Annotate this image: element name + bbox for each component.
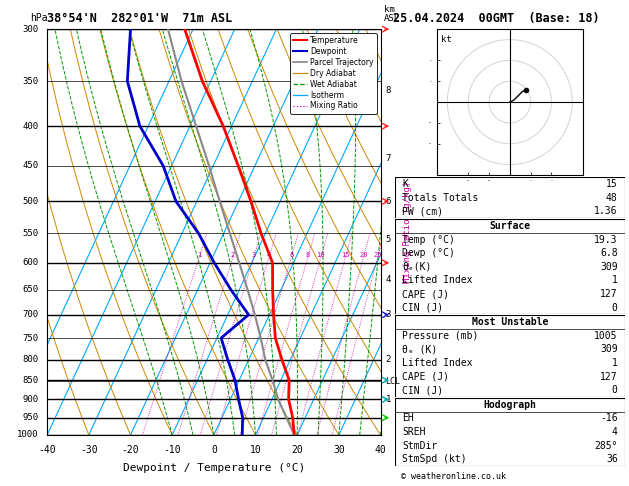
Text: 0: 0 [612,303,618,312]
Text: Temp (°C): Temp (°C) [402,235,455,244]
Text: Pressure (mb): Pressure (mb) [402,331,478,341]
Text: 30: 30 [333,445,345,455]
Text: Surface: Surface [489,221,530,231]
Text: 20: 20 [359,252,367,258]
Text: 48: 48 [606,193,618,203]
Text: Lifted Index: Lifted Index [402,276,472,285]
Text: 7: 7 [386,154,391,163]
Text: 10: 10 [316,252,325,258]
Text: 309: 309 [600,345,618,354]
Text: 6: 6 [386,197,391,206]
Text: © weatheronline.co.uk: © weatheronline.co.uk [401,472,506,481]
Text: 1000: 1000 [18,431,39,439]
Text: 300: 300 [23,25,39,34]
Text: Dewp (°C): Dewp (°C) [402,248,455,258]
Text: EH: EH [402,414,414,423]
Text: 4: 4 [386,275,391,284]
Text: 1: 1 [197,252,201,258]
Text: 15: 15 [341,252,350,258]
Text: CAPE (J): CAPE (J) [402,372,449,382]
Text: 285°: 285° [594,441,618,451]
Text: 800: 800 [23,355,39,364]
Text: 127: 127 [600,289,618,299]
Text: CAPE (J): CAPE (J) [402,289,449,299]
Text: 1: 1 [612,276,618,285]
Text: kt: kt [441,35,452,44]
Legend: Temperature, Dewpoint, Parcel Trajectory, Dry Adiabat, Wet Adiabat, Isotherm, Mi: Temperature, Dewpoint, Parcel Trajectory… [291,33,377,114]
Text: 8: 8 [386,86,391,95]
Text: 3: 3 [252,252,255,258]
Text: 2: 2 [386,355,391,364]
Text: LCL: LCL [386,377,401,386]
Text: 750: 750 [23,333,39,343]
Text: 15: 15 [606,179,618,189]
Text: 0: 0 [211,445,217,455]
Text: 550: 550 [23,229,39,238]
Text: 850: 850 [23,376,39,385]
Text: 25: 25 [374,252,382,258]
Text: K: K [402,179,408,189]
Text: 0: 0 [612,385,618,395]
Text: 1005: 1005 [594,331,618,341]
Text: StmSpd (kt): StmSpd (kt) [402,454,467,464]
Text: -30: -30 [80,445,97,455]
Text: CIN (J): CIN (J) [402,385,443,395]
Text: Most Unstable: Most Unstable [472,317,548,327]
Text: 5: 5 [386,235,391,244]
Text: 350: 350 [23,77,39,86]
Text: Lifted Index: Lifted Index [402,358,472,368]
Text: 20: 20 [291,445,303,455]
Text: PW (cm): PW (cm) [402,207,443,216]
Text: CIN (J): CIN (J) [402,303,443,312]
Text: 38°54'N  282°01'W  71m ASL: 38°54'N 282°01'W 71m ASL [47,12,233,25]
Text: 450: 450 [23,161,39,170]
Text: 6.8: 6.8 [600,248,618,258]
Text: 1: 1 [386,395,391,404]
Text: 6: 6 [289,252,293,258]
Text: 950: 950 [23,413,39,422]
Text: 10: 10 [250,445,262,455]
Text: hPa: hPa [30,13,48,23]
Text: 309: 309 [600,262,618,272]
Text: θₑ (K): θₑ (K) [402,345,437,354]
Text: 400: 400 [23,122,39,131]
Text: 3: 3 [386,310,391,319]
Text: Hodograph: Hodograph [483,400,537,410]
Text: 4: 4 [267,252,271,258]
Text: 1: 1 [612,358,618,368]
Text: 4: 4 [612,427,618,437]
Text: 40: 40 [375,445,386,455]
Text: 25.04.2024  00GMT  (Base: 18): 25.04.2024 00GMT (Base: 18) [393,12,599,25]
Text: Dewpoint / Temperature (°C): Dewpoint / Temperature (°C) [123,463,305,473]
Text: 1.36: 1.36 [594,207,618,216]
Text: 900: 900 [23,395,39,404]
Text: -10: -10 [164,445,181,455]
Text: -20: -20 [121,445,140,455]
Text: Mixing Ratio (g/kg): Mixing Ratio (g/kg) [403,181,412,283]
Text: 36: 36 [606,454,618,464]
Text: SREH: SREH [402,427,425,437]
Text: -40: -40 [38,445,56,455]
Text: 8: 8 [306,252,310,258]
Text: θₑ(K): θₑ(K) [402,262,431,272]
Text: 600: 600 [23,258,39,267]
Text: km
ASL: km ASL [384,5,400,23]
Text: 700: 700 [23,310,39,319]
Text: Totals Totals: Totals Totals [402,193,478,203]
Text: 500: 500 [23,197,39,206]
Text: 650: 650 [23,285,39,294]
Text: StmDir: StmDir [402,441,437,451]
Text: 127: 127 [600,372,618,382]
Text: 19.3: 19.3 [594,235,618,244]
Text: -16: -16 [600,414,618,423]
Text: 2: 2 [231,252,235,258]
